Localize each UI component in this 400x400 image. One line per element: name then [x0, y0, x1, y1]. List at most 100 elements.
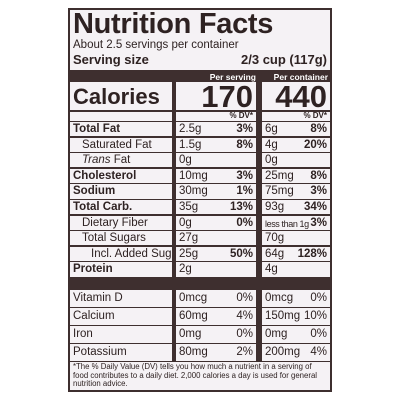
serving-dv: 1% — [236, 185, 253, 198]
container-amount: 4g — [265, 263, 278, 276]
serving-dv: 13% — [229, 201, 253, 213]
nutrient-name-box: Trans Fat — [70, 153, 172, 168]
vitamin-name-box: Iron — [70, 326, 172, 343]
nutrient-name-box: Protein — [70, 262, 172, 277]
serving-dv: 4% — [236, 310, 253, 322]
container-amount: 6g — [265, 123, 278, 135]
serving-dv: 8% — [236, 138, 253, 151]
serving-amount: 0g — [179, 154, 192, 167]
container-dv: 20% — [303, 138, 327, 151]
container-box: 75mg 3% — [262, 184, 330, 199]
nutrient-name: Vitamin D — [73, 292, 123, 304]
container-box: 0mcg 0% — [262, 290, 330, 307]
container-dv: 128% — [297, 247, 327, 260]
footnote: *The % Daily Value (DV) tells you how mu… — [73, 362, 318, 389]
title: Nutrition Facts — [73, 10, 274, 40]
nutrient-name: Potassium — [73, 346, 127, 358]
serving-amount: 25g — [179, 247, 199, 260]
container-amount: 64g — [265, 247, 285, 260]
container-dv: 8% — [310, 169, 327, 182]
container-dv: 0% — [310, 292, 327, 304]
calories-label: Calories — [73, 84, 160, 109]
calories-label-box: Calories — [70, 82, 172, 110]
calories-container-box: 440 — [262, 82, 330, 110]
nutrient-name: Trans Fat — [82, 154, 131, 167]
nutrient-name: Total Sugars — [82, 232, 146, 245]
per-serving-header: Per serving — [209, 72, 256, 82]
nutrient-name-box: Saturated Fat — [70, 137, 172, 152]
container-dv: 10% — [303, 310, 327, 322]
serving-amount: 35g — [179, 201, 199, 213]
container-box: 0mg 0% — [262, 326, 330, 343]
serving-box: 30mg 1% — [176, 184, 256, 199]
serving-size: 2/3 cup (117g) — [241, 52, 327, 67]
container-amount: 0g — [265, 154, 278, 167]
serving-box: 0g — [176, 153, 256, 168]
container-amount: 200mg — [265, 346, 301, 358]
serving-box: 35g 13% — [176, 200, 256, 215]
container-box: 0g — [262, 153, 330, 168]
container-amount: 70g — [265, 232, 285, 245]
serving-amount: 0mg — [179, 328, 202, 340]
container-box: 6g 8% — [262, 122, 330, 137]
serving-amount: 0g — [179, 216, 192, 229]
container-box: 4g 20% — [262, 137, 330, 152]
serving-box: 1.5g 8% — [176, 137, 256, 152]
container-amount: 0mg — [265, 328, 288, 340]
container-box: 64g 128% — [262, 246, 330, 261]
serving-dv: 2% — [236, 346, 253, 358]
container-dv: 4% — [310, 346, 327, 358]
nutrient-name: Calcium — [73, 310, 115, 322]
container-dv: 3% — [310, 185, 327, 198]
nutrient-name: Iron — [73, 328, 93, 340]
container-amount: 93g — [265, 201, 285, 213]
vitamin-name-box: Potassium — [70, 344, 172, 361]
container-amount: 0mcg — [265, 292, 294, 304]
container-box: less than 1g 3% — [262, 215, 330, 230]
serving-dv: 0% — [236, 328, 253, 340]
container-dv: 3% — [310, 216, 327, 229]
serving-box: 80mg 2% — [176, 344, 256, 361]
serving-box: 2.5g 3% — [176, 122, 256, 137]
nutrient-name-box: Cholesterol — [70, 168, 172, 183]
nutrient-name: Saturated Fat — [82, 138, 152, 151]
container-dv: 34% — [303, 201, 327, 213]
vitamin-name-box: Vitamin D — [70, 290, 172, 307]
calories-container: 440 — [275, 82, 327, 110]
container-dv: 8% — [310, 123, 327, 135]
serving-dv: 50% — [229, 247, 253, 260]
serving-box: 25g 50% — [176, 246, 256, 261]
nutrient-name: Incl. Added Sugars — [91, 247, 172, 260]
serving-dv: 0% — [236, 216, 253, 229]
serving-box: 60mg 4% — [176, 308, 256, 325]
serving-box: 0mcg 0% — [176, 290, 256, 307]
serving-amount: 2.5g — [179, 123, 202, 135]
container-box: 150mg 10% — [262, 308, 330, 325]
container-box: 200mg 4% — [262, 344, 330, 361]
nutrient-name: Total Carb. — [73, 201, 133, 213]
serving-amount: 30mg — [179, 185, 208, 198]
dv-header: % DV* — [229, 112, 253, 120]
container-box: 70g — [262, 231, 330, 246]
serving-box: 27g — [176, 231, 256, 246]
dv-header-box: % DV* — [262, 112, 330, 121]
serving-amount: 10mg — [179, 169, 208, 182]
serving-amount: 27g — [179, 232, 199, 245]
container-box: 93g 34% — [262, 200, 330, 215]
serving-dv: 3% — [236, 123, 253, 135]
nutrient-name: Dietary Fiber — [82, 216, 148, 229]
nutrient-name: Cholesterol — [73, 169, 137, 182]
nutrient-name-box: Total Sugars — [70, 231, 172, 246]
serving-amount: 1.5g — [179, 138, 202, 151]
nutrient-name: Total Fat — [73, 123, 121, 135]
serving-box: 0g 0% — [176, 215, 256, 230]
serving-dv: 0% — [236, 292, 253, 304]
container-amount: 4g — [265, 138, 278, 151]
nutrient-name: Protein — [73, 263, 113, 276]
dv-header-blank — [70, 112, 172, 121]
nutrient-name-box: Incl. Added Sugars — [70, 246, 172, 261]
serving-dv: 3% — [236, 169, 253, 182]
container-amount: less than 1g — [265, 218, 309, 229]
serving-box: 0mg 0% — [176, 326, 256, 343]
